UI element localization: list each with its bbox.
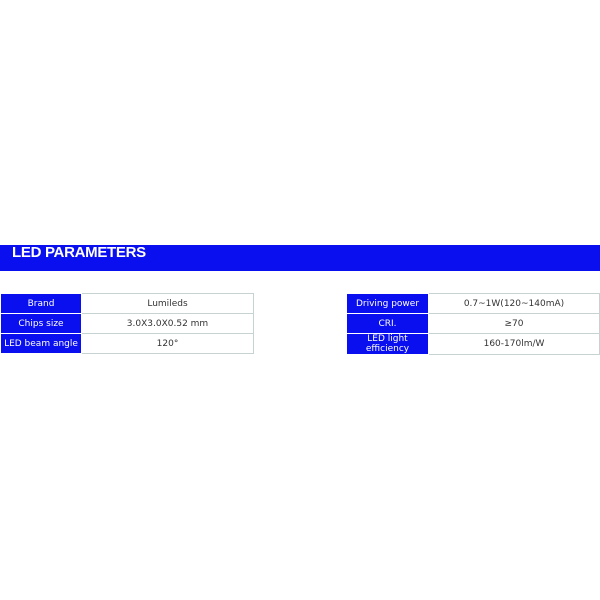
row-label: LED beam angle (0, 333, 82, 354)
section-banner: LED PARAMETERS (0, 244, 600, 271)
row-label: LED light efficiency (346, 333, 429, 355)
row-value: Lumileds (81, 293, 254, 314)
row-value: 0.7~1W(120~140mA) (428, 293, 600, 314)
row-value: 160-170lm/W (428, 333, 600, 355)
row-label: Chips size (0, 313, 82, 334)
table-row: Driving power 0.7~1W(120~140mA) (346, 293, 600, 314)
table-row: LED light efficiency 160-170lm/W (346, 333, 600, 355)
row-label: Brand (0, 293, 82, 314)
led-parameters-table-right: Driving power 0.7~1W(120~140mA) CRI. ≥70 L… (346, 293, 600, 355)
table-row: LED beam angle 120° (0, 333, 254, 354)
row-label: CRI. (346, 313, 429, 334)
row-label: Driving power (346, 293, 429, 314)
section-title: LED PARAMETERS (12, 244, 146, 261)
row-value: 3.0X3.0X0.52 mm (81, 313, 254, 334)
table-row: Brand Lumileds (0, 293, 254, 314)
row-value: 120° (81, 333, 254, 354)
table-row: CRI. ≥70 (346, 313, 600, 334)
row-value: ≥70 (428, 313, 600, 334)
led-parameters-table-left: Brand Lumileds Chips size 3.0X3.0X0.52 mm … (0, 293, 254, 354)
table-row: Chips size 3.0X3.0X0.52 mm (0, 313, 254, 334)
